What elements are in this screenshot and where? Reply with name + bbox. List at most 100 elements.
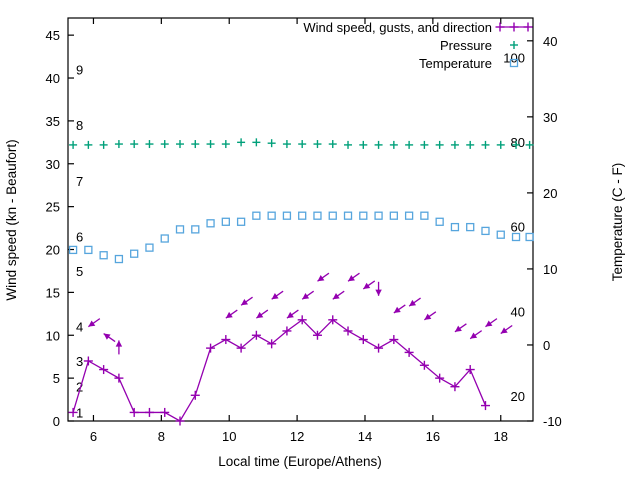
wind-direction-arrow — [375, 281, 382, 296]
wind-direction-arrow — [332, 290, 345, 300]
data-marker — [145, 243, 154, 252]
wind-direction-arrow — [362, 280, 376, 290]
arrow-head — [454, 325, 462, 332]
y-tick-label: 15 — [46, 285, 60, 300]
wind-direction-arrow — [286, 309, 299, 319]
arrow-head — [375, 289, 382, 296]
data-marker — [221, 217, 230, 226]
arrow-head — [363, 282, 371, 289]
wind-direction-arrow — [347, 272, 360, 282]
data-marker — [496, 230, 505, 239]
legend-label-1[interactable]: Pressure — [440, 38, 492, 53]
arrow-head — [271, 293, 279, 300]
fahrenheit-scale-labels: 20 40 60 80 100 — [503, 51, 525, 404]
y2-axis-ticks: -10 0 10 20 30 40 — [527, 34, 562, 429]
data-marker — [359, 211, 368, 220]
y2-axis-title: Temperature (C - F) — [610, 163, 625, 282]
data-marker — [313, 211, 322, 220]
chart-legend[interactable]: Wind speed, gusts, and direction Pressure… — [303, 20, 533, 71]
wind-direction-arrow — [271, 290, 284, 300]
y2-tick-label: 0 — [543, 338, 550, 353]
data-marker — [450, 222, 460, 232]
legend-label-2[interactable]: Temperature — [419, 56, 492, 71]
wind-direction-arrows — [87, 272, 513, 355]
data-marker — [160, 234, 169, 243]
x-tick-label: 14 — [358, 429, 372, 444]
arrow-head — [241, 299, 249, 306]
wind-direction-arrow — [87, 318, 101, 328]
data-marker — [175, 225, 185, 234]
wind-direction-arrow — [469, 330, 483, 340]
wind-direction-arrow — [485, 318, 498, 328]
arrow-head — [485, 320, 493, 327]
x-tick-label: 16 — [426, 429, 440, 444]
arrow-head — [348, 275, 355, 282]
wind-direction-arrow — [225, 309, 238, 319]
arrow-head — [88, 320, 96, 327]
data-marker — [404, 211, 414, 220]
y-tick-label: 25 — [46, 200, 60, 215]
data-marker — [298, 211, 307, 220]
y2-tick-label: 10 — [543, 262, 557, 277]
beaufort-label: 3 — [76, 354, 83, 369]
wind-direction-arrow — [256, 309, 269, 319]
arrow-head — [286, 311, 294, 319]
beaufort-label: 7 — [76, 174, 83, 189]
data-marker — [191, 225, 200, 234]
fahrenheit-label: 20 — [511, 389, 525, 404]
series-pressure — [69, 138, 534, 149]
series-line — [72, 318, 487, 422]
arrow-head — [103, 333, 111, 340]
wind-direction-arrow — [115, 340, 123, 355]
data-marker — [466, 222, 475, 232]
y2-tick-label: 40 — [543, 34, 557, 49]
y-tick-label: 45 — [46, 28, 60, 43]
data-marker — [343, 211, 353, 220]
arrow-head — [225, 311, 233, 319]
arrow-head — [500, 327, 508, 334]
x-axis-title: Local time (Europe/Athens) — [218, 454, 382, 469]
beaufort-scale-labels: 1 2 3 4 5 6 7 8 9 — [76, 62, 83, 420]
fahrenheit-label: 80 — [511, 135, 525, 150]
beaufort-label: 5 — [76, 264, 83, 279]
beaufort-label: 4 — [76, 320, 83, 335]
y-tick-label: 10 — [46, 328, 60, 343]
wind-direction-arrow — [393, 304, 406, 314]
wind-direction-arrow — [408, 297, 421, 307]
y-axis-ticks: 0 5 10 15 20 25 30 35 40 45 — [46, 28, 74, 429]
y2-tick-label: 20 — [543, 186, 557, 201]
y2-tick-label: 30 — [543, 110, 557, 125]
fahrenheit-label: 60 — [511, 219, 525, 234]
arrow-head — [424, 313, 432, 320]
wind-direction-arrow — [301, 290, 315, 300]
data-series-group — [68, 138, 534, 426]
y-tick-label: 20 — [46, 243, 60, 258]
wind-direction-arrow — [317, 272, 330, 282]
beaufort-label: 1 — [76, 405, 83, 420]
data-marker — [481, 226, 490, 236]
data-marker — [130, 249, 139, 258]
data-marker — [511, 232, 521, 242]
beaufort-label: 6 — [76, 230, 83, 245]
data-marker — [328, 211, 337, 220]
beaufort-label: 8 — [76, 118, 83, 133]
arrow-head — [332, 293, 340, 300]
x-axis-ticks: 6 8 10 12 14 16 18 — [90, 18, 508, 444]
fahrenheit-label: 40 — [511, 305, 525, 320]
data-marker — [420, 211, 429, 220]
beaufort-label: 9 — [76, 62, 83, 77]
plot-frame — [67, 17, 534, 422]
x-tick-label: 10 — [222, 429, 236, 444]
x-tick-label: 8 — [158, 429, 165, 444]
y-tick-label: 30 — [46, 157, 60, 172]
data-marker — [374, 211, 383, 220]
data-marker — [84, 245, 93, 255]
data-marker — [282, 211, 292, 220]
data-marker — [236, 217, 246, 226]
arrow-head — [393, 306, 401, 313]
data-marker — [99, 251, 108, 260]
legend-label-0[interactable]: Wind speed, gusts, and direction — [303, 20, 492, 35]
